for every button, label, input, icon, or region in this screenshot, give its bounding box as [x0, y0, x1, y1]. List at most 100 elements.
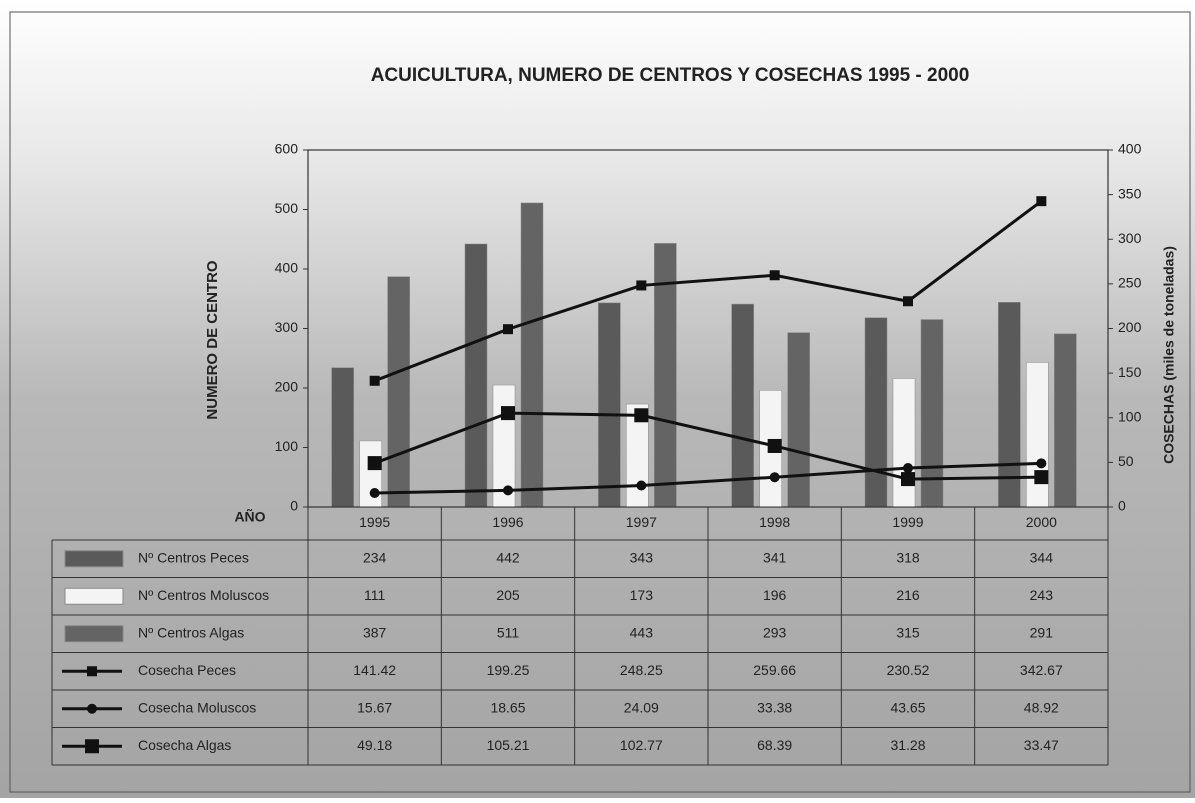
bar — [520, 202, 544, 508]
table-cell: 18.65 — [490, 699, 525, 715]
x-tick-label: 2000 — [1026, 514, 1057, 530]
x-tick-label: 1996 — [492, 514, 523, 530]
line-marker — [369, 488, 380, 499]
bar — [731, 303, 754, 508]
table-cell: 111 — [364, 587, 385, 603]
table-cell: 343 — [630, 549, 654, 565]
bar — [598, 302, 621, 508]
x-tick-label: 1999 — [892, 514, 923, 530]
line-marker — [769, 270, 780, 281]
line-marker — [903, 463, 913, 474]
y2-tick-label: 200 — [1118, 319, 1142, 335]
line — [374, 411, 1042, 481]
table-cell: 442 — [496, 549, 520, 565]
bar — [864, 317, 888, 508]
table-cell: 318 — [896, 549, 920, 565]
table-cell: 230.52 — [887, 662, 930, 678]
table-cell: 243 — [1030, 587, 1054, 603]
x-tick-label: 1995 — [359, 514, 390, 530]
legend-label: Nº Centros Algas — [138, 624, 244, 640]
y2-tick-label: 150 — [1118, 364, 1142, 380]
table-cell: 291 — [1030, 624, 1054, 640]
legend-swatch — [64, 550, 124, 568]
bar — [464, 243, 488, 508]
y-tick-label: 400 — [275, 260, 299, 276]
y2-axis-label: COSECHAS (miles de toneladas) — [1161, 246, 1177, 464]
table-cell: 33.38 — [757, 699, 792, 715]
y2-tick-label: 50 — [1118, 453, 1134, 469]
table-cell: 24.09 — [624, 699, 659, 715]
line-marker — [501, 406, 515, 421]
bar — [387, 276, 410, 508]
legend-marker — [85, 739, 99, 754]
legend-marker — [87, 703, 97, 714]
frame — [9, 11, 1191, 793]
line-marker — [369, 375, 380, 386]
table-cell: 315 — [896, 624, 920, 640]
line — [374, 199, 1043, 383]
line-marker — [636, 480, 647, 491]
table-cell: 387 — [363, 624, 387, 640]
y2-tick-label: 400 — [1118, 141, 1142, 157]
legend-swatch — [64, 625, 124, 643]
line — [374, 461, 1042, 495]
line-marker — [901, 472, 915, 487]
line-marker — [1034, 470, 1049, 485]
y-tick-label: 100 — [275, 438, 299, 454]
line-marker — [367, 456, 382, 471]
table-cell: 341 — [763, 549, 787, 565]
line-marker — [1036, 196, 1047, 207]
y-tick-label: 600 — [275, 141, 299, 157]
table-cell: 43.65 — [890, 699, 925, 715]
y-tick-label: 300 — [275, 319, 299, 335]
x-tick-label: 1997 — [626, 514, 657, 530]
table-cell: 511 — [497, 624, 520, 640]
table-cell: 205 — [496, 587, 520, 603]
table-cell: 31.28 — [890, 737, 925, 753]
table-cell: 105.21 — [487, 737, 530, 753]
line-marker — [636, 280, 647, 291]
table-cell: 293 — [763, 624, 787, 640]
y-tick-label: 0 — [290, 498, 298, 514]
line-marker — [634, 408, 649, 423]
legend-label: Cosecha Peces — [138, 662, 236, 678]
legend-label: Cosecha Moluscos — [138, 699, 256, 715]
table-cell: 199.25 — [487, 662, 530, 678]
table-cell: 68.39 — [757, 737, 792, 753]
y2-tick-label: 250 — [1118, 275, 1142, 291]
y-tick-label: 500 — [275, 200, 299, 216]
table-cell: 196 — [763, 587, 787, 603]
x-axis-label: AÑO — [234, 508, 265, 525]
y2-tick-label: 300 — [1118, 230, 1142, 246]
bar — [787, 332, 810, 508]
table-cell: 173 — [630, 587, 654, 603]
line-marker — [503, 324, 513, 335]
bar — [892, 378, 916, 508]
x-tick-label: 1998 — [759, 514, 790, 530]
legend-swatch — [64, 587, 124, 605]
table-cell: 141.42 — [353, 662, 396, 678]
line-marker — [903, 296, 913, 307]
legend-label: Cosecha Algas — [138, 737, 231, 753]
y2-tick-label: 0 — [1118, 498, 1126, 514]
line-marker — [769, 472, 780, 483]
table-cell: 234 — [363, 549, 387, 565]
y2-tick-label: 350 — [1118, 185, 1142, 201]
table-cell: 33.47 — [1024, 737, 1059, 753]
table-cell: 344 — [1030, 549, 1054, 565]
line-marker — [503, 485, 513, 496]
legend-label: Nº Centros Peces — [138, 549, 249, 565]
y-axis-label: NUMERO DE CENTRO — [204, 260, 221, 420]
legend-label: Nº Centros Moluscos — [138, 587, 269, 603]
line-marker — [1036, 458, 1047, 469]
table-cell: 248.25 — [620, 662, 663, 678]
table-cell: 49.18 — [357, 737, 392, 753]
bar — [1026, 362, 1049, 508]
table-cell: 342.67 — [1020, 662, 1063, 678]
table-cell: 216 — [896, 587, 920, 603]
table-cell: 102.77 — [620, 737, 663, 753]
chart-title: ACUICULTURA, NUMERO DE CENTROS Y COSECHA… — [371, 65, 970, 86]
y-tick-label: 200 — [275, 379, 299, 395]
